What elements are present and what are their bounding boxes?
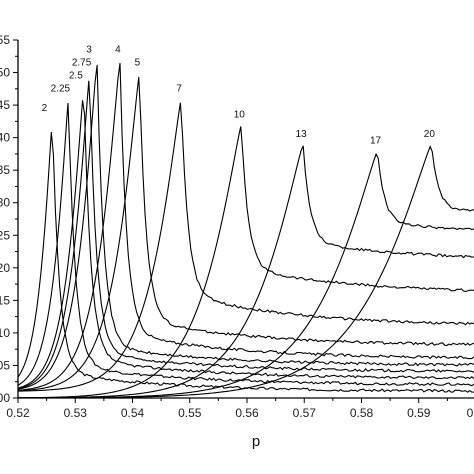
x-tick-label: 0.58 (350, 406, 374, 420)
series-line-2.75 (17, 80, 474, 390)
series-label-20: 20 (424, 129, 436, 140)
series-line-5 (17, 76, 474, 392)
curve-labels: 22.25 2.5 2.75 3 4 5 7 10 13 17 20 (42, 45, 436, 147)
series-label-2.5: 2.5 (69, 71, 83, 82)
series-line-3 (17, 64, 474, 390)
y-tick-label: .50 (0, 66, 10, 80)
series-line-7 (17, 102, 474, 392)
x-tick-label: 0.56 (235, 406, 259, 420)
y-axis: .00 .05 .10 .15 .20 .25 .30 .35 .40 .45 .50 .55 (0, 33, 18, 405)
series-line-13 (17, 145, 474, 399)
y-tick-label: .10 (0, 326, 10, 340)
plot-curves (17, 63, 474, 399)
y-tick-label: .15 (0, 293, 10, 307)
series-line-4 (17, 63, 474, 391)
x-axis-title: p (252, 433, 260, 450)
series-label-2: 2 (42, 103, 48, 114)
series-label-10: 10 (234, 110, 246, 121)
y-tick-label: .20 (0, 261, 10, 275)
y-tick-label: .00 (0, 391, 10, 405)
y-tick-label: .25 (0, 228, 10, 242)
x-tick-label: 0.59 (407, 406, 431, 420)
series-line-2.5 (17, 100, 474, 389)
series-line-10 (17, 126, 474, 399)
series-label-5: 5 (135, 58, 141, 69)
x-tick-label: 0.53 (64, 406, 88, 420)
x-tick-label: 0.52 (6, 406, 30, 420)
x-tick-label: 0 (467, 406, 474, 420)
series-label-2.75: 2.75 (72, 58, 92, 69)
y-tick-label: .35 (0, 163, 10, 177)
x-tick-label: 0.55 (178, 406, 202, 420)
series-line-2.25 (17, 103, 474, 387)
series-label-17: 17 (370, 136, 382, 147)
y-tick-label: .45 (0, 98, 10, 112)
series-line-20 (18, 145, 474, 399)
plot-frame (17, 40, 474, 399)
series-label-4: 4 (115, 45, 121, 56)
series-label-3: 3 (86, 45, 92, 56)
series-label-7: 7 (176, 84, 182, 95)
x-axis: 0.52 0.53 0.54 0.55 0.56 0.57 0.58 0.59 0 (6, 398, 474, 420)
y-tick-label: .30 (0, 196, 10, 210)
x-tick-label: 0.57 (293, 406, 317, 420)
series-label-13: 13 (296, 129, 308, 140)
y-tick-label: .55 (0, 33, 10, 47)
series-label-2.25: 2.25 (51, 84, 71, 95)
y-tick-label: .40 (0, 131, 10, 145)
y-tick-label: .05 (0, 358, 10, 372)
x-tick-label: 0.54 (121, 406, 145, 420)
series-line-2 (17, 132, 474, 393)
